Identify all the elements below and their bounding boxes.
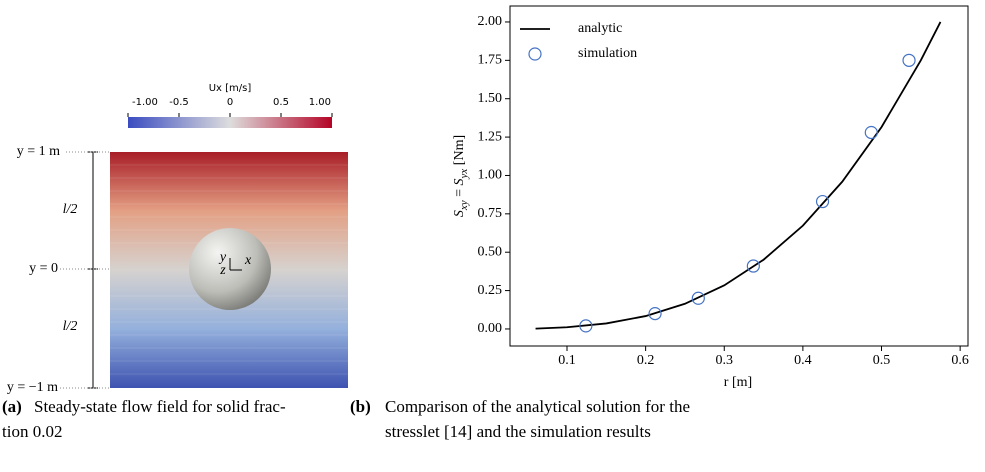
x-tick-label: 0.3 <box>716 353 734 368</box>
x-axis-label: r [m] <box>724 375 752 390</box>
triad-label: y <box>218 250 227 265</box>
colorbar-tick-label: -0.5 <box>169 97 189 108</box>
legend-label: analytic <box>578 21 622 36</box>
y-tick-label: 1.50 <box>478 91 503 106</box>
x-tick-label: 0.1 <box>558 353 576 368</box>
y-tick-label: 1.75 <box>478 53 503 68</box>
colorbar-tick-label: -1.00 <box>132 97 158 108</box>
sim-point <box>691 291 705 305</box>
y-tick-label: 1.00 <box>478 168 503 183</box>
y-axis-label: Sxy = Syx [Nm] <box>452 135 469 217</box>
sim-point <box>864 125 878 140</box>
x-tick-label: 0.2 <box>637 353 655 368</box>
plot-frame <box>509 5 969 347</box>
span-label: l/2 <box>63 319 78 334</box>
analytic-line <box>535 21 942 330</box>
caption-text: tion 0.02 <box>2 422 62 441</box>
triad-label: z <box>219 263 226 278</box>
triad <box>229 258 242 271</box>
colorbar <box>128 117 332 128</box>
y-tick-label: 1.25 <box>478 129 503 144</box>
caption-text: Comparison of the analytical solution fo… <box>385 397 690 416</box>
triad-label: x <box>244 253 252 268</box>
x-tick-label: 0.5 <box>873 353 891 368</box>
colorbar-tick-label: 1.00 <box>309 97 331 108</box>
y-tick-label: 0.50 <box>478 244 503 259</box>
y-tick-label: 2.00 <box>478 14 503 29</box>
sim-point <box>648 307 662 321</box>
colorbar-tick-label: 0 <box>227 97 233 108</box>
y-tick-label: 0.75 <box>478 206 503 221</box>
span-label: l/2 <box>63 202 78 217</box>
height-label: y = −1 m <box>7 380 58 395</box>
caption-text: Steady-state flow field for solid frac- <box>34 397 286 416</box>
sim-point <box>746 259 760 273</box>
y-tick-label: 0.25 <box>478 283 503 298</box>
colorbar-tick-label: 0.5 <box>273 97 289 108</box>
x-tick-label: 0.6 <box>951 353 969 368</box>
height-label: y = 0 <box>29 261 58 276</box>
sim-point <box>902 53 916 67</box>
height-label: y = 1 m <box>17 144 60 159</box>
sim-point <box>815 194 830 209</box>
bands <box>110 164 348 375</box>
caption-text: stresslet [14] and the simulation result… <box>385 422 651 441</box>
legend-label: simulation <box>578 46 637 61</box>
y-tick-label: 0.00 <box>478 321 503 336</box>
legend-swatch <box>528 47 542 61</box>
dimension-lines <box>60 151 110 389</box>
colorbar-title: Ux [m/s] <box>209 83 252 94</box>
caption-label: (b) <box>350 397 371 416</box>
x-tick-label: 0.4 <box>794 353 812 368</box>
sim-point <box>579 319 593 333</box>
caption-label: (a) <box>2 397 22 416</box>
